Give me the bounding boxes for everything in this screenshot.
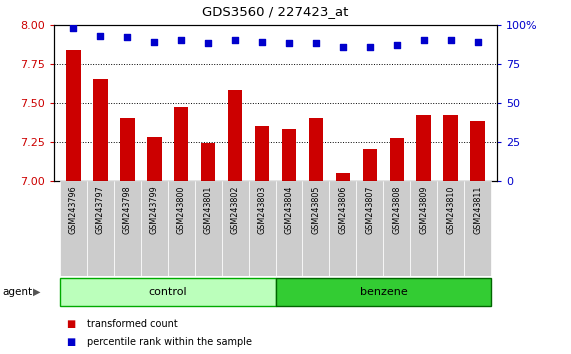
Bar — [275, 278, 492, 306]
Point — [447, 38, 456, 43]
Point — [258, 39, 267, 45]
Bar — [87, 181, 114, 276]
Bar — [195, 181, 222, 276]
Point — [231, 38, 240, 43]
Bar — [282, 129, 296, 181]
Point — [365, 44, 375, 50]
Point — [203, 41, 212, 46]
Bar — [303, 181, 329, 276]
Bar — [200, 143, 215, 181]
Text: GSM243803: GSM243803 — [258, 185, 267, 234]
Bar — [437, 181, 464, 276]
Text: GSM243811: GSM243811 — [473, 185, 482, 234]
Bar — [329, 181, 356, 276]
Point — [339, 44, 348, 50]
Bar — [228, 90, 243, 181]
Text: ■: ■ — [66, 337, 75, 348]
Bar — [59, 181, 87, 276]
Text: benzene: benzene — [360, 287, 407, 297]
Text: transformed count: transformed count — [87, 319, 178, 329]
Text: GSM243797: GSM243797 — [95, 185, 104, 234]
Bar — [471, 121, 485, 181]
Point — [284, 41, 293, 46]
Text: GSM243801: GSM243801 — [203, 185, 212, 234]
Bar — [114, 181, 140, 276]
Bar — [275, 181, 303, 276]
Bar — [444, 115, 459, 181]
Text: ■: ■ — [66, 319, 75, 329]
Text: GSM243809: GSM243809 — [420, 185, 428, 234]
Bar — [356, 181, 384, 276]
Point — [176, 38, 186, 43]
Point — [473, 39, 482, 45]
Text: ▶: ▶ — [33, 287, 40, 297]
Bar — [93, 79, 107, 181]
Bar — [464, 181, 492, 276]
Bar — [363, 149, 377, 181]
Bar — [255, 126, 270, 181]
Bar — [248, 181, 275, 276]
Text: agent: agent — [3, 287, 33, 297]
Bar — [389, 138, 404, 181]
Text: control: control — [148, 287, 187, 297]
Bar — [140, 181, 167, 276]
Point — [311, 41, 320, 46]
Bar — [416, 115, 431, 181]
Text: GSM243808: GSM243808 — [392, 185, 401, 234]
Bar — [59, 278, 275, 306]
Bar — [167, 181, 195, 276]
Bar — [222, 181, 248, 276]
Text: GDS3560 / 227423_at: GDS3560 / 227423_at — [202, 5, 349, 18]
Bar — [384, 181, 411, 276]
Text: GSM243810: GSM243810 — [447, 185, 456, 234]
Bar — [411, 181, 437, 276]
Text: GSM243798: GSM243798 — [123, 185, 131, 234]
Text: GSM243796: GSM243796 — [69, 185, 78, 234]
Point — [123, 34, 132, 40]
Text: GSM243807: GSM243807 — [365, 185, 375, 234]
Point — [150, 39, 159, 45]
Text: GSM243804: GSM243804 — [284, 185, 293, 234]
Point — [69, 25, 78, 31]
Bar — [147, 137, 162, 181]
Bar — [308, 118, 323, 181]
Text: GSM243799: GSM243799 — [150, 185, 159, 234]
Text: percentile rank within the sample: percentile rank within the sample — [87, 337, 252, 348]
Bar — [120, 118, 135, 181]
Bar — [336, 173, 351, 181]
Text: GSM243800: GSM243800 — [176, 185, 186, 234]
Bar — [66, 50, 81, 181]
Point — [95, 33, 104, 39]
Bar — [174, 107, 188, 181]
Text: GSM243806: GSM243806 — [339, 185, 348, 234]
Point — [392, 42, 401, 48]
Point — [419, 38, 428, 43]
Text: GSM243802: GSM243802 — [231, 185, 239, 234]
Text: GSM243805: GSM243805 — [312, 185, 320, 234]
